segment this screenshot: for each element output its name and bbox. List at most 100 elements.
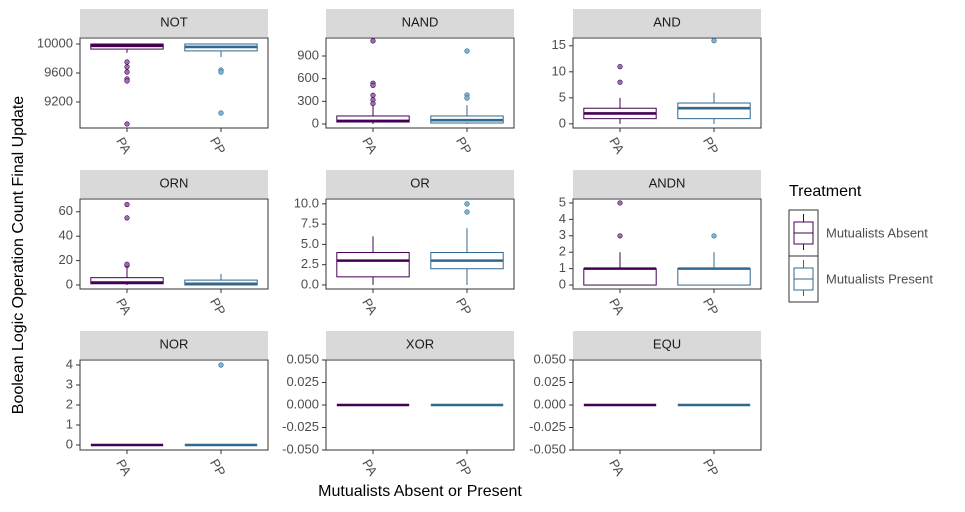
strip-background <box>326 9 514 37</box>
outlier <box>617 200 623 206</box>
y-tick-label: 7.5 <box>301 216 319 231</box>
outlier <box>464 95 470 101</box>
y-tick-label: 2 <box>66 396 73 411</box>
x-tick-label: PP <box>453 456 475 479</box>
y-tick-label: 2 <box>559 244 566 259</box>
y-tick-label: 40 <box>59 228 73 243</box>
x-tick-label: PP <box>207 456 229 479</box>
y-tick-label: 10 <box>552 63 566 78</box>
panel-title: NOR <box>160 336 189 351</box>
panel-title: NOT <box>160 14 188 29</box>
legend-label: Mutualists Present <box>826 271 933 286</box>
strip-background <box>80 331 268 359</box>
y-tick-label: 0.050 <box>286 351 319 366</box>
y-tick-label: 1 <box>66 416 73 431</box>
y-tick-label: 900 <box>297 47 319 62</box>
y-tick-label: -0.050 <box>282 441 319 456</box>
y-tick-label: 20 <box>59 252 73 267</box>
y-tick-label: 300 <box>297 93 319 108</box>
legend-label: Mutualists Absent <box>826 225 928 240</box>
strip-background <box>573 170 761 198</box>
panel-title: OR <box>410 175 430 190</box>
outlier <box>218 362 224 368</box>
x-axis-label: Mutualists Absent or Present <box>318 483 522 500</box>
y-tick-label: -0.025 <box>529 419 566 434</box>
strip-background <box>573 9 761 37</box>
x-tick-label: PA <box>359 135 380 157</box>
y-tick-label: 4 <box>559 211 566 226</box>
x-tick-label: PA <box>606 457 627 479</box>
outlier <box>124 121 130 127</box>
outlier <box>124 69 130 75</box>
y-tick-label: 3 <box>66 376 73 391</box>
y-tick-label: -0.025 <box>282 419 319 434</box>
y-tick-label: 0 <box>66 436 73 451</box>
outlier <box>711 233 717 239</box>
outlier <box>124 59 130 65</box>
x-tick-label: PA <box>606 135 627 157</box>
panel-title: ORN <box>160 175 189 190</box>
y-tick-label: 2.5 <box>301 256 319 271</box>
y-tick-label: 0 <box>559 115 566 130</box>
y-tick-label: 5 <box>559 194 566 209</box>
panel-title: ANDN <box>649 175 686 190</box>
x-tick-label: PA <box>113 457 134 479</box>
y-tick-label: 60 <box>59 203 73 218</box>
y-tick-label: 0.050 <box>533 351 566 366</box>
plot-frame <box>79 359 269 451</box>
plot-frame <box>572 37 762 129</box>
strip-background <box>80 170 268 198</box>
box <box>677 268 751 286</box>
x-tick-label: PA <box>606 296 627 318</box>
x-tick-label: PP <box>453 134 475 157</box>
plot-frame <box>79 37 269 129</box>
y-tick-label: 0.000 <box>533 396 566 411</box>
y-tick-label: 9200 <box>44 93 73 108</box>
outlier <box>617 79 623 85</box>
outlier <box>124 201 130 208</box>
outlier <box>124 261 130 267</box>
y-tick-label: 0.025 <box>533 374 566 389</box>
y-tick-label: 1 <box>559 260 566 275</box>
y-tick-label: 9600 <box>44 64 73 79</box>
panel-title: NAND <box>402 14 439 29</box>
outlier <box>711 38 717 44</box>
outlier <box>124 64 130 70</box>
panel-title: EQU <box>653 336 681 351</box>
x-tick-label: PP <box>453 295 475 318</box>
y-tick-label: -0.050 <box>529 441 566 456</box>
y-tick-label: 0.0 <box>301 276 319 291</box>
y-tick-label: 15 <box>552 37 566 52</box>
y-tick-label: 3 <box>559 227 566 242</box>
outlier <box>370 100 376 107</box>
panel-title: AND <box>653 14 680 29</box>
y-tick-label: 4 <box>66 356 73 371</box>
box <box>677 102 751 120</box>
panel-title: XOR <box>406 336 434 351</box>
y-tick-label: 0.025 <box>286 374 319 389</box>
y-tick-label: 0 <box>312 115 319 130</box>
legend-title: Treatment <box>789 183 862 200</box>
y-axis-label: Boolean Logic Operation Count Final Upda… <box>10 96 27 415</box>
y-tick-label: 0.000 <box>286 396 319 411</box>
strip-background <box>326 170 514 198</box>
outlier <box>617 233 623 239</box>
box <box>336 252 410 278</box>
x-tick-label: PA <box>113 296 134 318</box>
plot-frame <box>325 37 515 129</box>
outlier <box>218 69 224 75</box>
y-tick-label: 5 <box>559 89 566 104</box>
y-tick-label: 10.0 <box>294 195 319 210</box>
x-tick-label: PP <box>207 134 229 157</box>
outlier <box>124 78 130 84</box>
plot-frame <box>79 198 269 290</box>
y-tick-label: 600 <box>297 70 319 85</box>
outlier <box>370 38 376 44</box>
outlier <box>464 201 470 207</box>
outlier <box>464 48 470 54</box>
x-tick-label: PP <box>700 134 722 157</box>
x-tick-label: PA <box>113 135 134 157</box>
box <box>583 268 657 286</box>
x-tick-label: PP <box>207 295 229 318</box>
